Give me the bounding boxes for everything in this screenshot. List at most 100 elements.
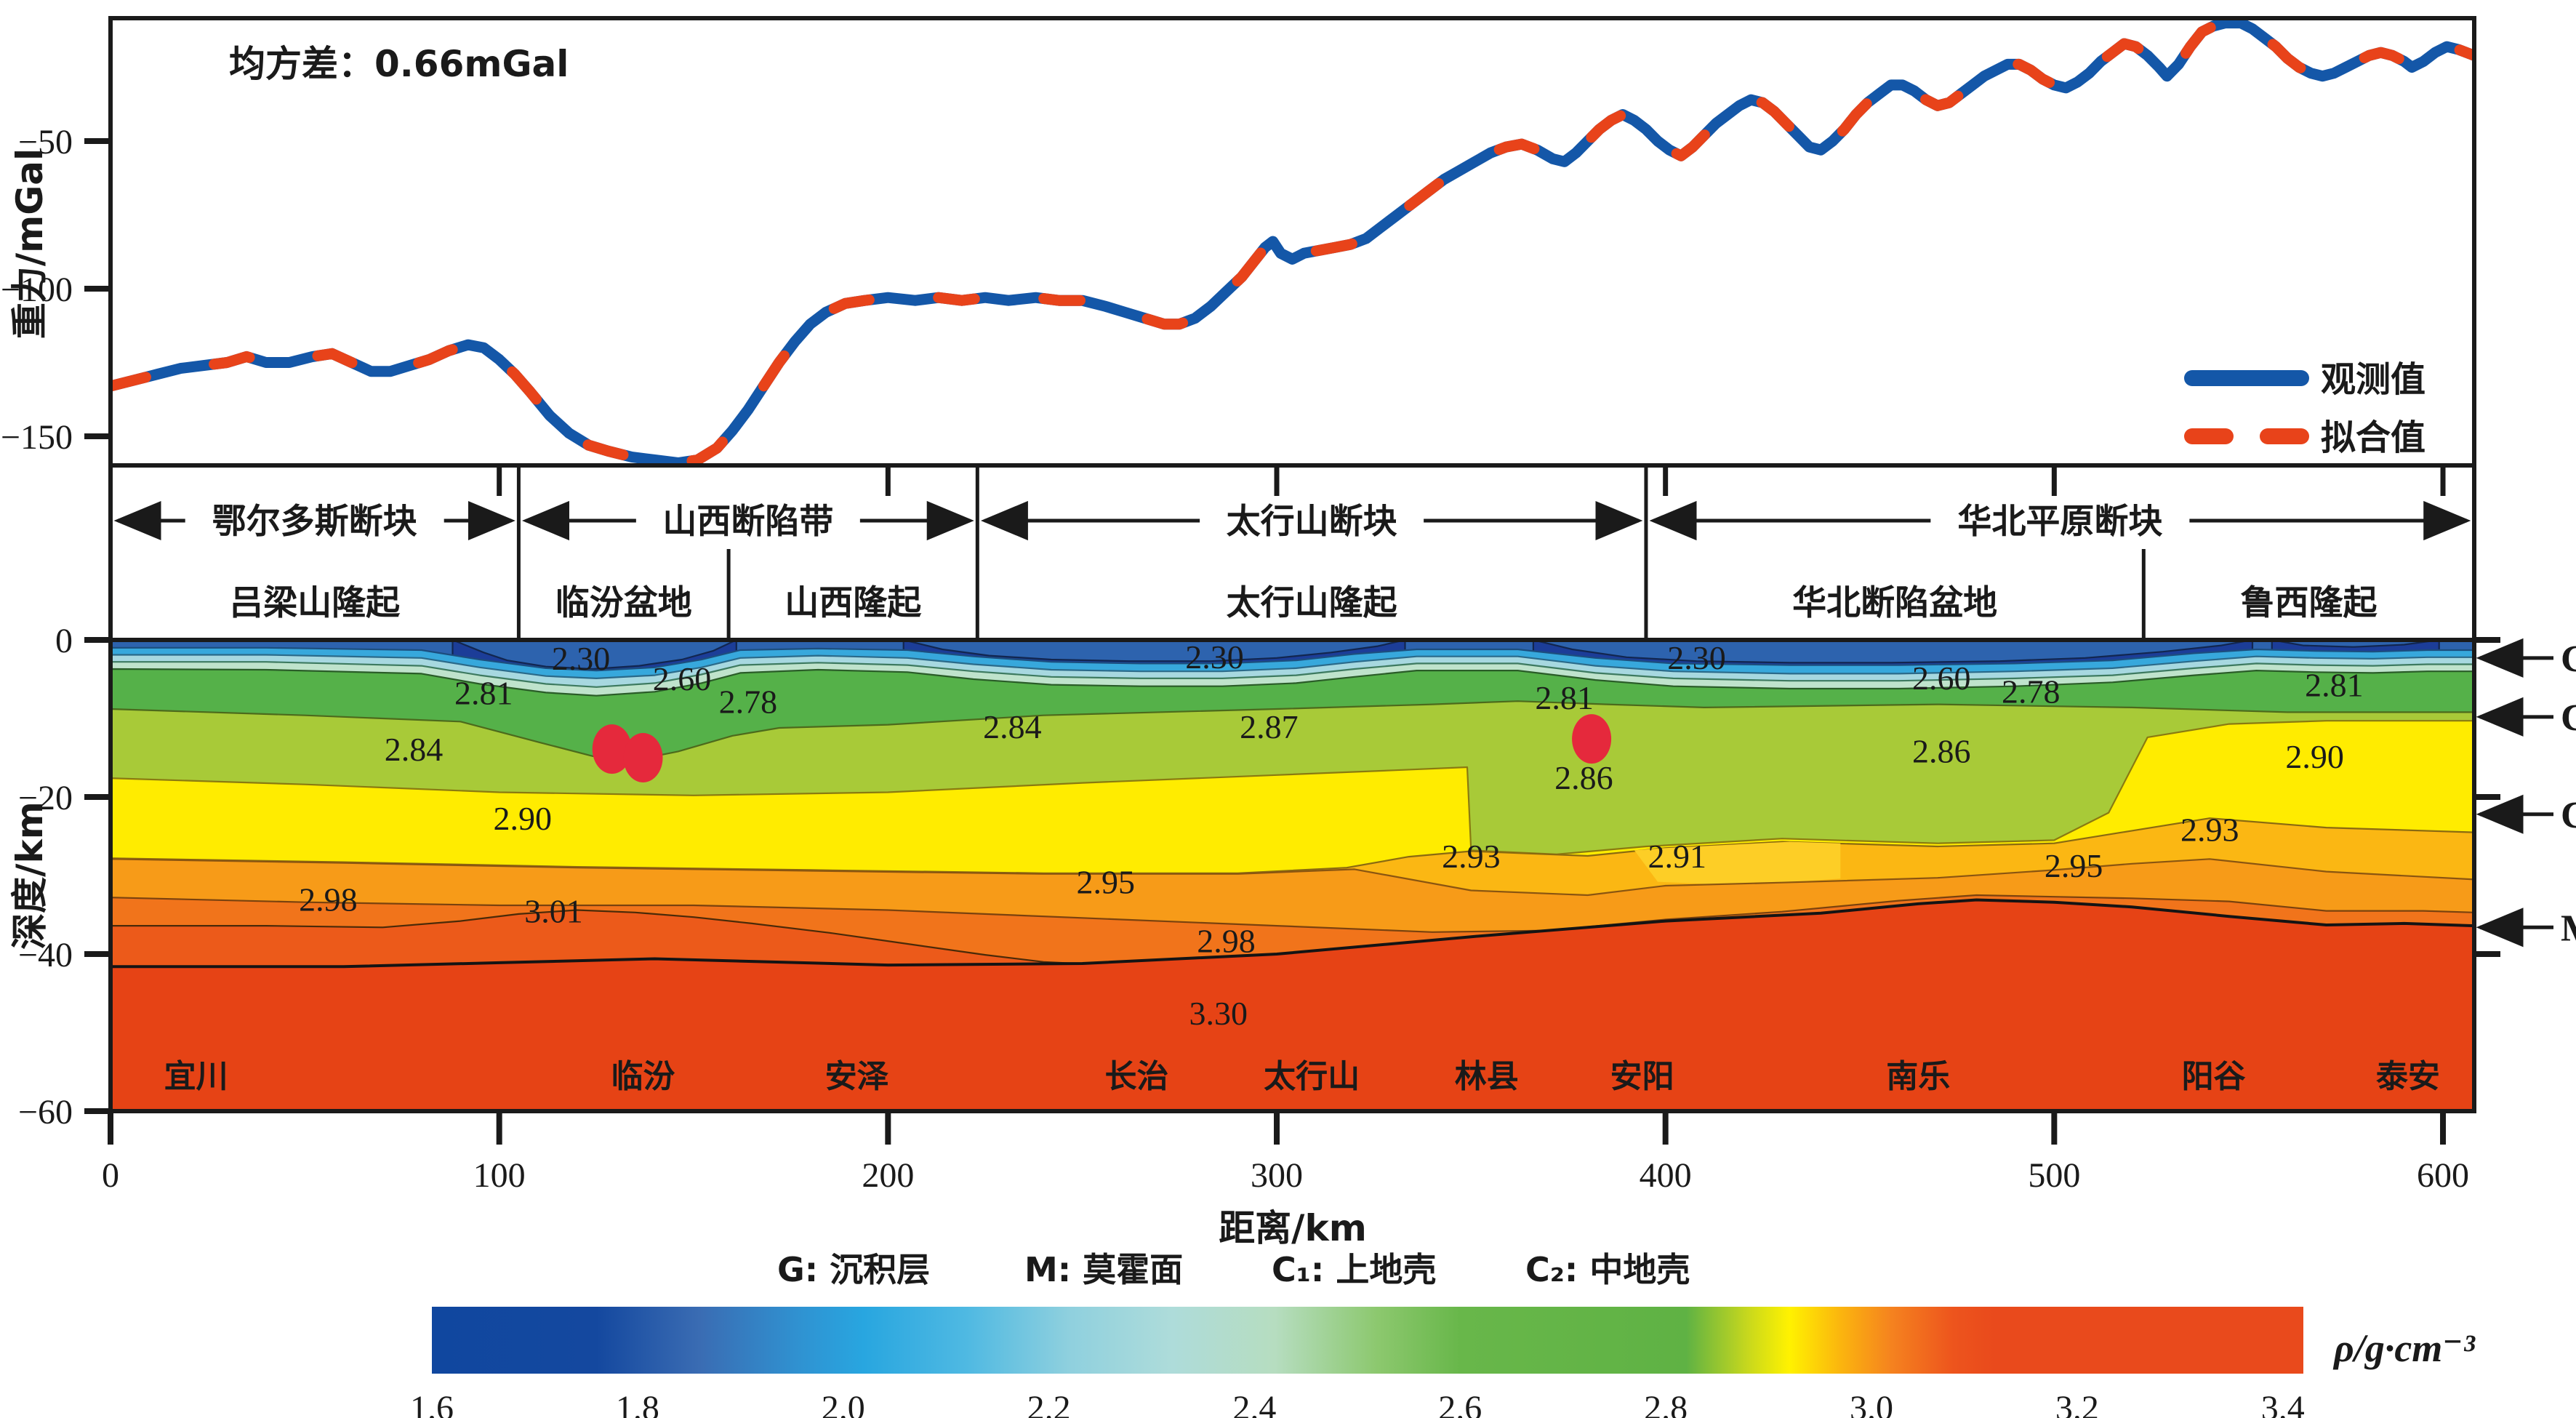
- density-label: 2.93: [1442, 838, 1501, 875]
- density-colorbar: [432, 1307, 2303, 1374]
- density-label: 2.90: [494, 800, 553, 837]
- gravity-panel-frame: [108, 16, 2476, 468]
- tectonic-subunit-label: 华北断陷盆地: [1792, 583, 1997, 623]
- distance-tick-label: 200: [862, 1156, 914, 1195]
- density-label: 2.95: [2045, 847, 2103, 884]
- colorbar-tick-label: 1.6: [410, 1389, 454, 1418]
- rms-label: 均方差：0.66mGal: [229, 43, 569, 85]
- distance-tick-label: 600: [2417, 1156, 2469, 1195]
- city-label-394: 安阳: [1610, 1058, 1674, 1095]
- tectonic-subunit-label: 太行山隆起: [1227, 583, 1398, 623]
- tectonic-subunit-label: 吕梁山隆起: [229, 583, 401, 623]
- city-label-264: 长治: [1105, 1058, 1169, 1095]
- gravity-legend: 观测值 拟合值: [2184, 359, 2425, 458]
- city-label-591: 泰安: [2376, 1058, 2440, 1095]
- colorbar-tick-label: 3.4: [2261, 1389, 2305, 1418]
- gravity-y-tick-label: −150: [1, 418, 73, 457]
- tectonic-unit-label: 鄂尔多斯断块: [212, 502, 417, 542]
- legend-fitted-label: 拟合值: [2321, 417, 2425, 458]
- legend-item-M: M: 莫霍面: [1024, 1250, 1183, 1289]
- colorbar-tick-label: 3.0: [1850, 1389, 1893, 1418]
- tectonic-subunit-label: 鲁西隆起: [2241, 583, 2378, 623]
- fitted-curve: [111, 18, 2474, 465]
- density-label: 3.01: [524, 893, 583, 930]
- density-label: 2.60: [653, 660, 712, 697]
- tectonic-subunit-label: 临汾盆地: [555, 583, 692, 623]
- depth-y-axis-label: 深度/km: [9, 801, 51, 950]
- gravity-y-axis-label: 重力/mGal: [9, 148, 51, 339]
- colorbar-tick-label: 3.2: [2055, 1389, 2099, 1418]
- band-frame: [108, 463, 2476, 642]
- density-label: 2.84: [385, 731, 444, 768]
- earthquake-dot: [592, 724, 632, 774]
- colorbar-tick-label: 2.2: [1027, 1389, 1071, 1418]
- distance-tick-label: 0: [102, 1156, 119, 1195]
- density-label: 2.30: [1667, 639, 1726, 676]
- tectonic-unit-label: 太行山断块: [1227, 502, 1397, 542]
- layer-mantle-3.30: [111, 898, 2474, 1111]
- density-label: 2.90: [2285, 738, 2344, 775]
- legend-item-G: G: 沉积层: [777, 1250, 930, 1289]
- colorbar-tick-label: 2.8: [1644, 1389, 1688, 1418]
- density-label: 2.81: [2305, 667, 2364, 704]
- gravity-profile-panel: [111, 18, 2474, 465]
- tectonic-unit-label: 华北平原断块: [1957, 502, 2162, 542]
- interface-label-C₁: C₁: [2561, 697, 2576, 739]
- density-label: 2.93: [2180, 811, 2239, 848]
- legend-observed-label: 观测值: [2321, 359, 2425, 400]
- gravity-y-tick-label: −100: [1, 271, 73, 309]
- density-label: 2.30: [1185, 638, 1244, 676]
- density-labels-group: 2.302.81 2.602.782.842.902.98 3.012.302.84…: [164, 638, 2440, 1095]
- density-label: 2.91: [1648, 838, 1706, 875]
- distance-tick-label: 500: [2028, 1156, 2080, 1195]
- density-label: 2.30: [552, 640, 611, 677]
- city-label-192: 安泽: [825, 1058, 889, 1095]
- depth-tick-label: −60: [18, 1093, 73, 1131]
- city-label-541: 阳谷: [2182, 1058, 2246, 1095]
- interface-label-G: G: [2561, 638, 2576, 680]
- city-label-309: 太行山: [1264, 1058, 1360, 1095]
- interface-label-M: M: [2561, 908, 2576, 949]
- city-label-465: 南乐: [1886, 1058, 1950, 1095]
- colorbar-tick-label: 2.6: [1438, 1389, 1482, 1418]
- density-label: 2.86: [1912, 732, 1971, 769]
- colorbar-ticks: 1.6 1.8 2.0 2.2 2.4 2.6 2.8 3.0 3.2 3.4: [410, 1389, 2305, 1418]
- layer-amberlight-2.91: [1634, 841, 1841, 884]
- density-label: 2.78: [2002, 673, 2061, 710]
- colorbar-tick-label: 2.0: [822, 1389, 865, 1418]
- distance-tick-label: 400: [1640, 1156, 1692, 1195]
- density-label: 2.84: [983, 708, 1042, 745]
- observed-curve: [111, 18, 2474, 465]
- tectonic-unit-label: 山西断陷带: [662, 502, 833, 542]
- density-cross-section: [111, 640, 2474, 1111]
- depth-tick-label: −40: [18, 936, 73, 974]
- earthquake-dot: [1572, 714, 1612, 764]
- density-label: 3.30: [1189, 995, 1248, 1032]
- density-label: 2.98: [1197, 923, 1256, 960]
- tectonic-subunit-label: 山西隆起: [785, 583, 922, 623]
- distance-tick-label: 300: [1251, 1156, 1303, 1195]
- axes-group: −50 −100 −150 0 −20 −40 −60 0 100 200 300 400 500 600…: [1, 123, 2576, 1195]
- legend-item-C2: C₂: 中地壳: [1525, 1250, 1690, 1289]
- density-label: 2.78: [719, 683, 778, 720]
- city-label-354: 林县: [1455, 1058, 1519, 1095]
- distance-tick-label: 100: [473, 1156, 526, 1195]
- colorbar-unit-label: ρ/g·cm⁻³: [2332, 1326, 2476, 1370]
- density-label: 2.95: [1077, 864, 1136, 901]
- interface-label-C₂: C₂: [2561, 795, 2576, 836]
- interface-legend-row: G: 沉积层 M: 莫霍面 C₁: 上地壳 C₂: 中地壳: [777, 1250, 1690, 1289]
- density-label: 2.81: [1535, 679, 1594, 716]
- density-label: 2.87: [1240, 708, 1299, 745]
- city-label-137: 临汾: [611, 1058, 675, 1095]
- colorbar-tick-label: 1.8: [616, 1389, 659, 1418]
- density-label: 2.60: [1912, 660, 1971, 697]
- density-label: 2.81: [454, 674, 513, 711]
- city-label-22: 宜川: [164, 1058, 228, 1095]
- density-label: 2.86: [1554, 759, 1613, 796]
- depth-tick-label: −20: [18, 779, 73, 817]
- legend-item-C1: C₁: 上地壳: [1272, 1250, 1436, 1289]
- density-label: 2.98: [299, 881, 358, 918]
